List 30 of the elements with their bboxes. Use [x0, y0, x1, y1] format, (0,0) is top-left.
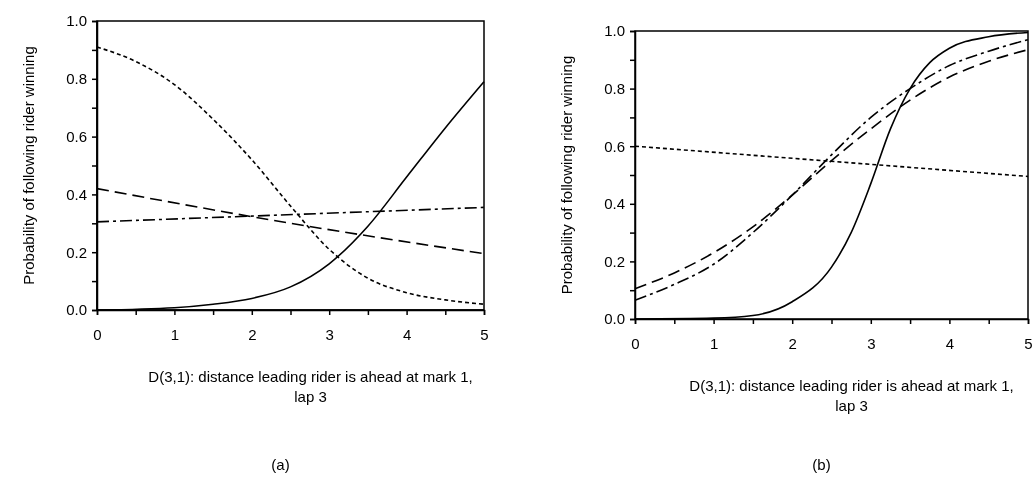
y-axis-title: Probability of following rider winning — [20, 46, 37, 285]
x-tick-label: 5 — [1024, 334, 1033, 352]
y-tick-label: 0.8 — [604, 79, 625, 97]
y-tick-label: 0.6 — [604, 137, 625, 155]
y-tick-label: 0.2 — [604, 252, 625, 270]
x-tick-label: 3 — [867, 334, 876, 352]
x-tick-label: 3 — [325, 325, 334, 343]
y-tick-label: 0.4 — [604, 195, 625, 213]
x-tick-label: 2 — [788, 334, 797, 352]
y-tick-label: 0.0 — [66, 301, 87, 319]
y-tick-label: 0.4 — [66, 185, 87, 203]
x-tick-label: 4 — [945, 334, 955, 352]
text: (b) — [812, 456, 831, 473]
y-tick-label: 0.0 — [604, 310, 625, 328]
y-tick-label: 0.6 — [66, 127, 87, 145]
x-tick-label: 4 — [402, 325, 412, 343]
x-tick-label: 0 — [631, 334, 640, 352]
x-axis-title: D(3,1): distance leading rider is ahead at mark 1, lap 3 — [148, 368, 473, 405]
y-axis-title: Probability of following rider winning — [558, 55, 575, 295]
x-tick-label: 1 — [709, 334, 719, 352]
y-tick-label: 0.8 — [66, 70, 87, 88]
x-tick-label: 5 — [480, 325, 489, 343]
y-tick-label: 0.2 — [66, 243, 87, 261]
text: (a) — [271, 456, 290, 473]
y-tick-label: 1.0 — [66, 12, 87, 30]
y-tick-label: 1.0 — [604, 22, 625, 40]
x-tick-label: 2 — [248, 325, 257, 343]
x-tick-label: 0 — [93, 325, 102, 343]
x-axis-title: D(3,1): distance leading rider is ahead at mark 1, lap 3 — [689, 377, 1014, 414]
x-tick-label: 1 — [170, 325, 180, 343]
